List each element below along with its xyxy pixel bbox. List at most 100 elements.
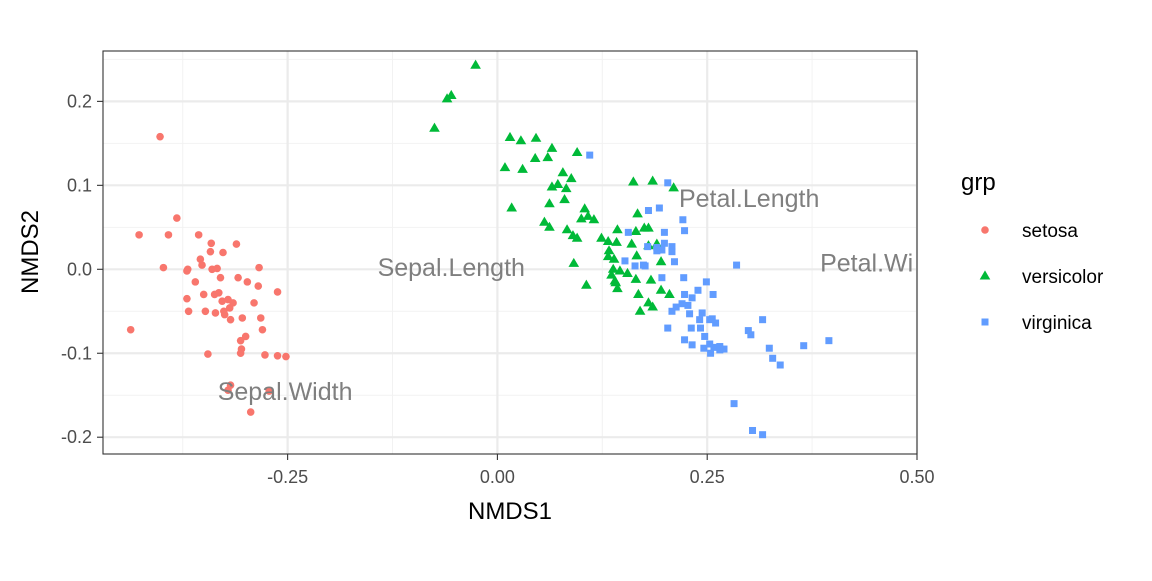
point-virginica [696, 316, 704, 324]
legend-key-versicolor [979, 270, 991, 280]
point-versicolor [668, 182, 679, 192]
y-tick-label: 0.1 [67, 175, 92, 195]
point-versicolor [647, 175, 658, 185]
point-versicolor [603, 245, 615, 255]
point-virginica [747, 331, 755, 339]
point-virginica [776, 361, 784, 369]
point-versicolor [607, 263, 619, 273]
point-versicolor [645, 274, 657, 284]
point-virginica [660, 239, 668, 247]
point-virginica [709, 290, 717, 298]
point-setosa [199, 290, 208, 299]
x-tick-label: -0.25 [267, 467, 308, 487]
point-versicolor [445, 89, 457, 99]
point-virginica [694, 286, 702, 294]
panel-border [102, 50, 918, 455]
point-setosa [261, 351, 269, 359]
point-versicolor [602, 235, 614, 246]
point-setosa [204, 350, 212, 358]
x-axis-title: NMDS1 [468, 498, 552, 525]
point-versicolor [552, 178, 564, 188]
legend: grp setosa versicolor virginica [961, 169, 1104, 334]
point-versicolor [632, 208, 643, 218]
point-virginica [679, 216, 687, 224]
point-setosa [226, 315, 235, 324]
point-versicolor [634, 305, 646, 315]
point-setosa [218, 297, 226, 305]
point-versicolor [596, 232, 607, 242]
legend-key-virginica [981, 318, 989, 326]
point-virginica [672, 303, 680, 311]
point-virginica [668, 243, 676, 251]
point-versicolor [546, 181, 558, 191]
point-setosa [255, 263, 263, 272]
point-versicolor [565, 173, 577, 183]
point-setosa [211, 309, 220, 317]
x-tick-label: 0.25 [690, 467, 725, 487]
point-setosa [198, 261, 206, 269]
point-setosa [206, 247, 215, 256]
point-setosa [219, 248, 227, 257]
point-versicolor [579, 203, 591, 213]
point-setosa [265, 387, 273, 395]
point-versicolor [612, 224, 623, 234]
point-versicolor [655, 256, 667, 266]
point-virginica [658, 274, 666, 282]
point-versicolor [559, 194, 570, 204]
point-versicolor [499, 162, 511, 172]
point-versicolor [517, 163, 528, 173]
point-versicolor [571, 232, 583, 242]
data-points [126, 59, 833, 439]
point-virginica [680, 274, 688, 282]
point-versicolor [529, 152, 541, 162]
x-tick-label: 0.50 [899, 467, 934, 487]
point-versicolor [557, 167, 569, 177]
point-versicolor [530, 132, 542, 142]
point-versicolor [582, 210, 594, 220]
point-virginica [769, 354, 777, 362]
point-versicolor [544, 221, 555, 231]
point-virginica [681, 336, 689, 344]
point-setosa [243, 278, 252, 286]
point-virginica [700, 344, 708, 352]
variable-label: Sepal.Length [378, 254, 525, 282]
point-setosa [246, 408, 255, 416]
y-tick-label: 0.2 [67, 91, 92, 111]
point-virginica [664, 179, 672, 187]
point-setosa [215, 289, 223, 297]
point-virginica [624, 228, 632, 236]
point-versicolor [643, 297, 654, 307]
point-setosa [213, 264, 221, 273]
y-tick-label: -0.1 [61, 343, 92, 363]
point-virginica [684, 301, 692, 309]
point-virginica [733, 261, 741, 269]
series-setosa [126, 132, 290, 416]
point-virginica [687, 324, 695, 332]
point-versicolor [588, 214, 600, 224]
point-setosa [216, 273, 225, 282]
series-versicolor [429, 59, 679, 315]
point-setosa [173, 214, 181, 222]
point-virginica [730, 400, 738, 408]
point-setosa [232, 240, 241, 248]
point-setosa [234, 273, 242, 282]
point-versicolor [626, 238, 638, 248]
point-setosa [273, 351, 282, 360]
point-virginica [759, 431, 767, 439]
point-setosa [258, 325, 267, 334]
point-versicolor [606, 269, 617, 279]
point-setosa [282, 352, 290, 361]
point-virginica [717, 345, 725, 353]
point-versicolor [504, 131, 516, 141]
variable-label: Petal.Length [679, 185, 819, 213]
point-versicolor [622, 267, 633, 277]
point-setosa [241, 332, 250, 341]
point-setosa [237, 345, 246, 353]
point-versicolor [631, 250, 643, 260]
point-versicolor [515, 135, 527, 145]
series-virginica [586, 151, 833, 439]
point-virginica [701, 332, 709, 340]
point-versicolor [581, 279, 592, 289]
point-virginica [655, 204, 663, 212]
